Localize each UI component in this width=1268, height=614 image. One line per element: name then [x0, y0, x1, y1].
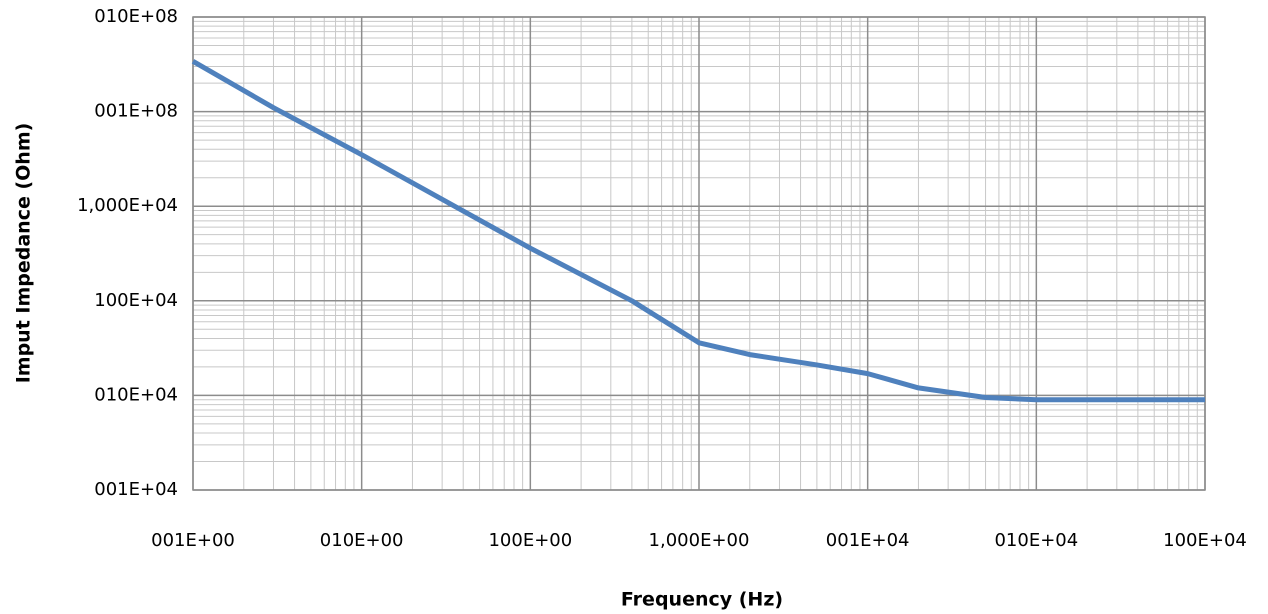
- plot-border: [192, 16, 1206, 491]
- y-tick-label: 001E+04: [94, 479, 178, 500]
- x-axis-title: Frequency (Hz): [621, 589, 783, 611]
- x-tick-label: 001E+00: [151, 530, 235, 551]
- x-tick-label: 001E+04: [826, 530, 910, 551]
- y-axis-title: Imput Impedance (Ohm): [13, 123, 35, 384]
- x-tick-label: 010E+04: [994, 530, 1078, 551]
- y-tick-label: 1,000E+04: [77, 195, 178, 216]
- x-tick-label: 010E+00: [320, 530, 404, 551]
- y-tick-label: 001E+08: [94, 101, 178, 122]
- x-tick-label: 100E+04: [1163, 530, 1247, 551]
- x-tick-label: 100E+00: [488, 530, 572, 551]
- x-tick-label: 1,000E+00: [649, 530, 750, 551]
- y-tick-label: 100E+04: [94, 290, 178, 311]
- y-tick-label: 010E+04: [94, 384, 178, 405]
- y-tick-label: 010E+08: [94, 6, 178, 27]
- data-line: [191, 59, 1205, 403]
